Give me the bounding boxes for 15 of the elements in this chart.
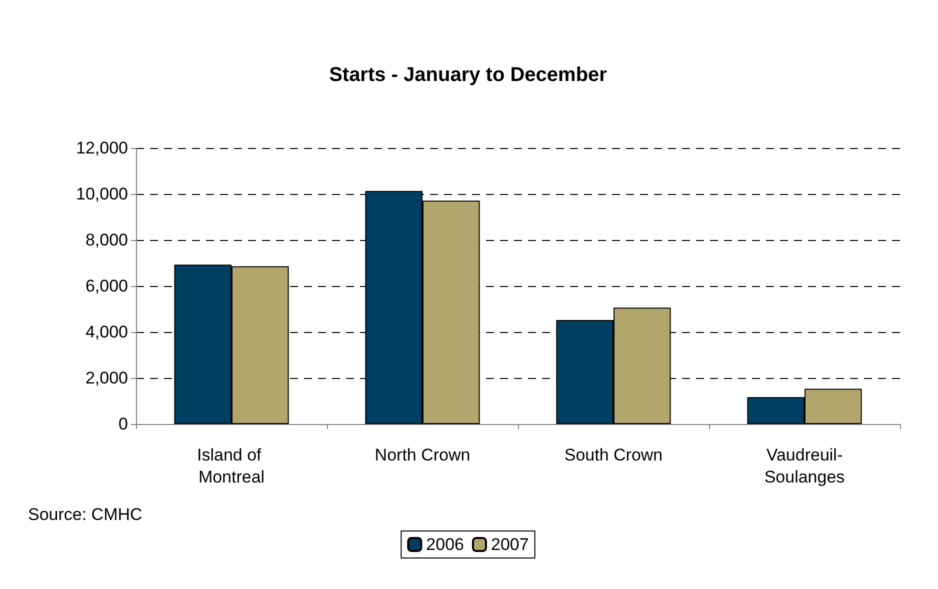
legend-label: 2006 bbox=[426, 535, 464, 554]
x-tick-label: South Crown bbox=[564, 446, 663, 464]
y-tick-label: 10,000 bbox=[76, 184, 128, 204]
x-tick-label: Vaudreuil-Soulanges bbox=[764, 446, 845, 486]
x-tick-label: Island of Montreal bbox=[197, 446, 266, 486]
source-note: Source: CMHC bbox=[28, 505, 142, 524]
legend-label: 2007 bbox=[491, 535, 529, 554]
y-tick-label: 4,000 bbox=[85, 322, 128, 342]
y-tick-label: 6,000 bbox=[85, 276, 128, 296]
y-tick-label: 0 bbox=[118, 414, 128, 434]
x-tick-label: North Crown bbox=[374, 446, 470, 464]
chart-title: Starts - January to December bbox=[329, 64, 608, 86]
y-tick-label: 8,000 bbox=[85, 230, 128, 250]
y-tick-label: 2,000 bbox=[85, 368, 128, 388]
y-tick-label: 12,000 bbox=[76, 138, 128, 158]
